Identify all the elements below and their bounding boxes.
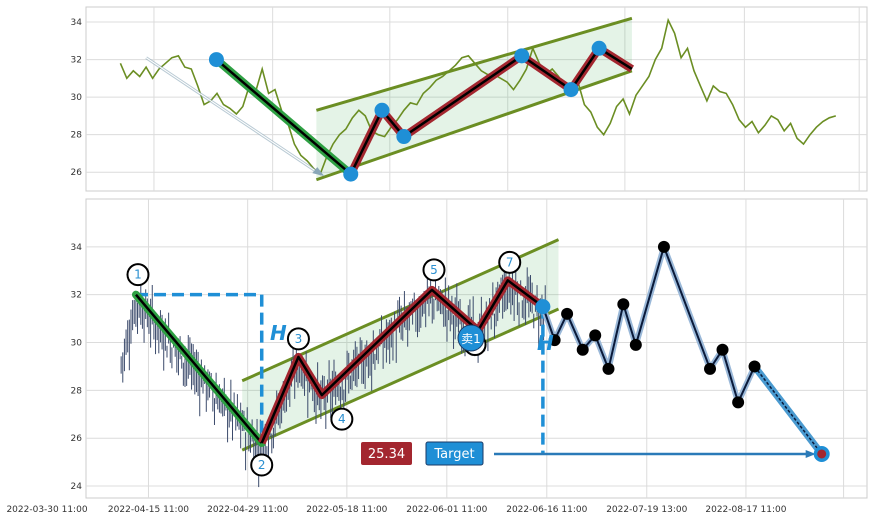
top-grid [86,7,867,191]
top-point-7 [591,40,607,56]
target-value-bg [361,442,412,465]
bottom-xtick-6: 2022-07-19 13:00 [606,505,687,515]
bottom-xtick-0: 2022-03-30 11:00 [6,505,87,515]
projection-point-9 [704,362,717,375]
top-price-line [119,17,837,176]
bottom-pattern [131,276,546,447]
projection-point-1 [548,334,561,347]
top-point-6 [563,82,579,98]
top-ytick-3: 32 [71,56,82,66]
sell-marker-circle [457,324,485,352]
bottom-xtick-4: 2022-06-01 11:00 [406,505,487,515]
bottom-wave-down-inner [135,293,263,444]
target-point-inner [817,449,827,459]
pattern-label-circle-7 [498,250,522,274]
bottom-ytick-3: 30 [71,339,83,349]
bottom-ytick-2: 28 [71,386,83,396]
pattern-label-4: 4 [338,412,346,426]
target-value-box: 25.34 [361,442,412,465]
bottom-xtick-7: 2022-08-17 11:00 [705,505,786,515]
bottom-ytick-5: 34 [71,243,83,253]
target-label-bg [425,441,484,466]
projection-point-7 [629,338,642,351]
top-point-1 [208,52,224,68]
target-label-text: Target [433,447,474,462]
pattern-label-5: 5 [430,263,438,277]
top-panel: 26 28 30 32 34 [71,6,868,192]
sell-marker-label: 卖1 [461,332,481,346]
projection-point-2 [561,307,574,320]
bottom-ytick-1: 26 [71,434,83,444]
top-ytick-1: 28 [71,131,83,141]
top-point-2 [343,166,359,182]
top-point-3 [374,102,390,118]
sell-marker: 卖1 [457,324,485,352]
bottom-x-ticks: 2022-03-30 11:00 2022-04-15 11:00 2022-04-… [6,505,786,515]
top-arrow [145,56,325,177]
top-point-4 [396,129,412,145]
top-point-5 [514,48,530,64]
bottom-xtick-2: 2022-04-29 11:00 [207,505,288,515]
bottom-wave-up-inner [260,279,544,444]
pattern-label-circle-3 [286,327,310,351]
pattern-label-circle-1 [126,263,150,287]
top-channel-fill [316,18,632,180]
top-y-ticks: 26 28 30 32 34 [71,18,83,178]
height-label-right: H [537,331,554,355]
projection-point-11 [732,396,745,409]
bottom-y-ticks: 24 26 28 30 32 34 [71,243,83,492]
bottom-xtick-5: 2022-06-16 11:00 [506,505,587,515]
bottom-ytick-0: 24 [71,482,83,492]
pattern-label-3: 3 [295,332,303,346]
projection [535,240,830,462]
top-ytick-2: 30 [71,93,83,103]
target-arrow-head [805,449,816,458]
pattern-label-7: 7 [506,255,514,269]
bottom-ytick-4: 32 [71,291,82,301]
projection-point-10 [716,343,729,356]
pattern-label-2: 2 [258,458,266,472]
top-panel-frame [85,6,868,192]
top-arrow-head [312,167,325,177]
projection-point-5 [602,362,615,375]
top-ytick-4: 34 [71,18,83,28]
projection-point-8 [657,240,670,253]
pattern-label-1: 1 [134,268,142,282]
top-arrow-core [145,57,321,175]
target-value-text: 25.34 [368,447,405,462]
breakout-point [535,299,551,315]
top-points [208,40,607,182]
bottom-xtick-1: 2022-04-15 11:00 [108,505,189,515]
top-ytick-0: 26 [71,168,83,178]
pattern-labels: 1234567 [126,250,522,477]
pattern-label-circle-5 [422,258,446,282]
target-label-box: Target [425,441,484,466]
height-label-left: H [270,321,287,345]
bottom-xtick-3: 2022-05-18 11:00 [306,505,387,515]
pattern-label-circle-4 [330,407,354,431]
projection-point-6 [617,298,630,311]
projection-point-4 [589,329,602,342]
projection-final-line [753,365,823,455]
bottom-channel-lower-line [241,307,560,452]
projection-point-3 [576,343,589,356]
projection-point-12 [748,360,761,373]
top-channel-upper-line [315,16,633,112]
measure-lines [135,292,816,458]
top-wave-down-inner [215,58,352,176]
pattern-label-circle-2 [250,453,274,477]
